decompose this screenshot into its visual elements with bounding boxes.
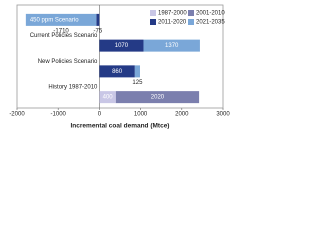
x-tick-label: 2000 (175, 112, 189, 118)
value-label: 860 (112, 69, 123, 75)
category-label: Current Policies Scenario (30, 33, 98, 39)
bar-segment (115, 91, 200, 104)
x-tick-label: -2000 (9, 112, 25, 118)
bar-segment (143, 39, 200, 52)
value-label: 125 (132, 80, 143, 86)
value-label: -1710 (53, 28, 69, 34)
value-label: 400 (103, 95, 114, 101)
value-label: 1070 (115, 43, 129, 49)
chart: Incremental coal demand (Mtce) -2000 -100… (9, 4, 230, 130)
value-label: 2020 (151, 95, 165, 101)
legend-label: 2021-2035 (196, 20, 225, 26)
category-label: History 1987-2010 (48, 85, 98, 91)
x-tick-label: 0 (98, 112, 102, 118)
legend-label: 2001-2010 (196, 11, 225, 17)
legend-swatch (150, 10, 156, 16)
x-tick-label: 3000 (216, 112, 230, 118)
x-tick-label: 1000 (134, 112, 148, 118)
bar-segment (99, 91, 116, 104)
legend-swatch (188, 10, 194, 16)
bar-segment (96, 13, 100, 26)
category-label: New Policies Scenario (38, 59, 98, 65)
bar-segment (25, 13, 97, 26)
bar-segment (134, 65, 140, 78)
bar-segment (99, 65, 135, 78)
x-axis-title: Incremental coal demand (Mtce) (71, 123, 170, 130)
legend-swatch (150, 19, 156, 25)
legend-swatch (188, 19, 194, 25)
value-label: 1370 (165, 43, 179, 49)
category-label: 450 ppm Scenario (30, 17, 79, 23)
bar-segment (99, 39, 144, 52)
x-tick-label: -1000 (51, 112, 67, 118)
legend-label: 1987-2000 (158, 11, 187, 17)
value-label: -75 (94, 28, 103, 34)
legend-label: 2011-2020 (158, 20, 187, 26)
